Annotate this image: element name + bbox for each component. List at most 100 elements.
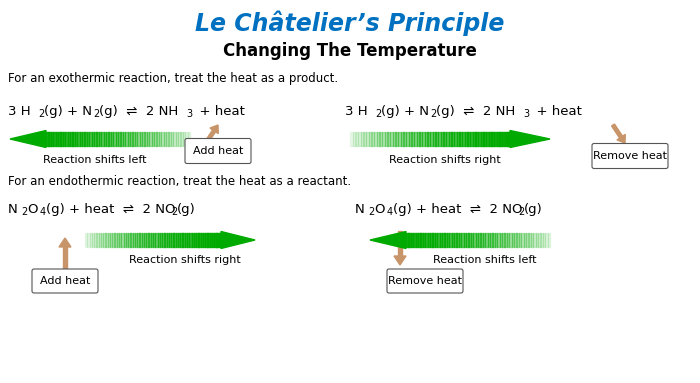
- Bar: [433, 132, 435, 146]
- Bar: [369, 132, 372, 146]
- Bar: [142, 132, 145, 146]
- Bar: [169, 132, 171, 146]
- Bar: [517, 233, 519, 247]
- Bar: [502, 233, 505, 247]
- Text: For an endothermic reaction, treat the heat as a reactant.: For an endothermic reaction, treat the h…: [8, 175, 351, 188]
- Bar: [122, 132, 125, 146]
- Bar: [423, 233, 426, 247]
- Bar: [533, 233, 536, 247]
- Bar: [350, 132, 353, 146]
- Text: + heat: + heat: [191, 105, 245, 118]
- Bar: [481, 132, 484, 146]
- Bar: [132, 233, 135, 247]
- Bar: [121, 233, 124, 247]
- Bar: [538, 233, 540, 247]
- Bar: [547, 233, 550, 247]
- Bar: [507, 233, 510, 247]
- Bar: [127, 132, 130, 146]
- Bar: [156, 132, 159, 146]
- Bar: [442, 233, 444, 247]
- Text: N: N: [355, 203, 365, 216]
- Bar: [102, 132, 104, 146]
- Text: 2: 2: [21, 206, 27, 216]
- Bar: [178, 233, 181, 247]
- Text: 2: 2: [430, 108, 436, 118]
- Bar: [382, 132, 385, 146]
- Bar: [395, 132, 398, 146]
- Bar: [176, 233, 178, 247]
- Bar: [77, 132, 80, 146]
- Bar: [189, 233, 192, 247]
- Bar: [494, 132, 497, 146]
- Bar: [466, 233, 468, 247]
- Bar: [435, 132, 438, 146]
- Bar: [491, 132, 494, 146]
- Bar: [108, 132, 111, 146]
- Bar: [478, 132, 481, 146]
- Bar: [99, 233, 101, 247]
- Text: 3 H: 3 H: [8, 105, 31, 118]
- Bar: [92, 132, 94, 146]
- Bar: [183, 233, 185, 247]
- Bar: [94, 233, 97, 247]
- Bar: [403, 132, 406, 146]
- Bar: [483, 132, 486, 146]
- Bar: [531, 233, 533, 247]
- Text: N: N: [8, 203, 18, 216]
- Bar: [421, 233, 423, 247]
- Bar: [144, 233, 146, 247]
- Bar: [108, 233, 110, 247]
- Bar: [468, 233, 471, 247]
- Bar: [418, 233, 421, 247]
- Bar: [427, 132, 430, 146]
- Bar: [473, 233, 476, 247]
- Bar: [454, 132, 457, 146]
- Bar: [90, 233, 92, 247]
- Bar: [87, 132, 90, 146]
- Text: (g): (g): [524, 203, 542, 216]
- Polygon shape: [370, 231, 406, 249]
- Bar: [203, 233, 205, 247]
- Bar: [379, 132, 382, 146]
- Polygon shape: [210, 125, 218, 134]
- Bar: [112, 233, 115, 247]
- Bar: [135, 132, 137, 146]
- Bar: [130, 132, 132, 146]
- Bar: [435, 233, 438, 247]
- Text: 3 H: 3 H: [345, 105, 368, 118]
- Bar: [130, 233, 133, 247]
- Bar: [522, 233, 524, 247]
- Bar: [85, 132, 87, 146]
- Polygon shape: [204, 130, 216, 144]
- Polygon shape: [10, 131, 46, 147]
- Bar: [542, 233, 545, 247]
- Polygon shape: [510, 131, 550, 147]
- Bar: [92, 233, 94, 247]
- Bar: [512, 233, 514, 247]
- Text: (g): (g): [177, 203, 196, 216]
- Bar: [120, 132, 123, 146]
- Bar: [413, 233, 416, 247]
- Bar: [463, 233, 466, 247]
- Bar: [46, 132, 48, 146]
- Bar: [135, 233, 137, 247]
- Bar: [505, 233, 507, 247]
- Bar: [162, 233, 164, 247]
- Bar: [155, 233, 158, 247]
- Bar: [371, 132, 374, 146]
- Bar: [447, 233, 449, 247]
- Bar: [178, 132, 181, 146]
- Bar: [412, 132, 414, 146]
- Bar: [443, 132, 446, 146]
- Bar: [514, 233, 517, 247]
- Bar: [63, 247, 67, 271]
- Bar: [212, 233, 214, 247]
- Bar: [433, 233, 435, 247]
- Text: Changing The Temperature: Changing The Temperature: [223, 42, 477, 60]
- Bar: [452, 233, 454, 247]
- Bar: [205, 233, 208, 247]
- Bar: [458, 233, 461, 247]
- Text: (g) + N: (g) + N: [44, 105, 92, 118]
- Bar: [137, 132, 140, 146]
- FancyBboxPatch shape: [592, 144, 668, 169]
